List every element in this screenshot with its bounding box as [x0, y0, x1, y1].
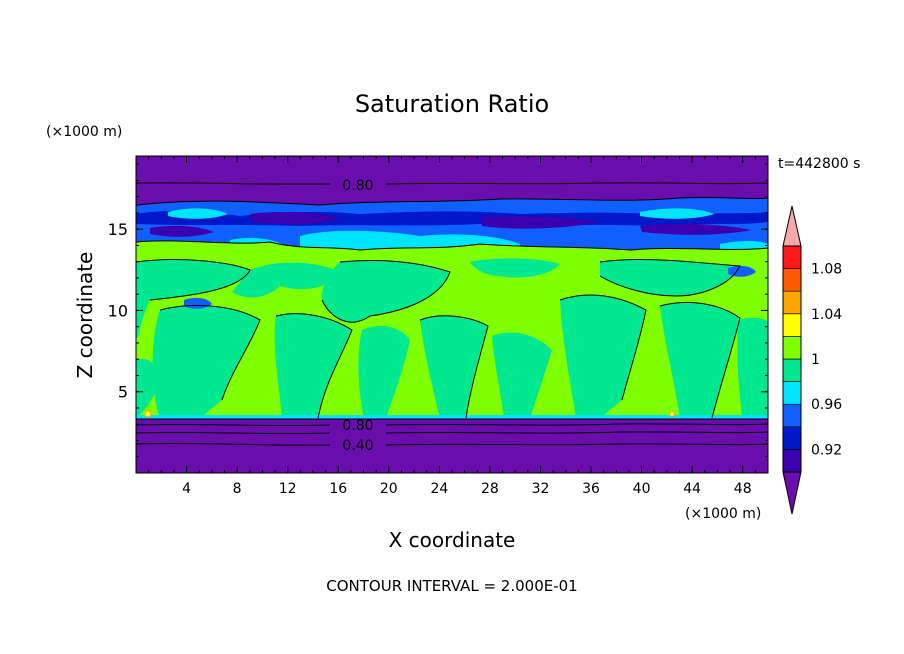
x-tick-label: 24: [430, 481, 448, 497]
upper-cyan-patches: [168, 208, 768, 254]
colorbar-tick-label: 0.96: [811, 397, 842, 413]
chart-title: Saturation Ratio: [355, 90, 549, 118]
contour-label-top: 0.80: [342, 178, 373, 194]
yellow-marker-left: [144, 410, 152, 418]
colorbar-tick-label: 1: [811, 352, 820, 368]
colorbar-tick-label: 1.04: [811, 307, 842, 323]
colorbar-tick-label: 0.92: [811, 442, 842, 458]
x-tick-label: 16: [329, 481, 347, 497]
y-axis-label: Z coordinate: [73, 252, 97, 379]
x-tick-label: 12: [279, 481, 297, 497]
contour-label-lower-1: 0.80: [342, 418, 373, 434]
lower-purple-band: [136, 419, 768, 473]
y-tick-label: 15: [108, 220, 128, 239]
contour-lines: [136, 182, 768, 446]
x-unit-label: (×1000 m): [685, 506, 761, 522]
yellow-marker-right: [669, 411, 675, 417]
x-axis-label: X coordinate: [389, 528, 516, 552]
colorbar: 1.08 1.04 1 0.96 0.92: [782, 205, 842, 515]
y-axis-ticks: 5 10 15: [108, 163, 768, 458]
x-tick-label: 36: [582, 481, 600, 497]
contour-interval-label: CONTOUR INTERVAL = 2.000E-01: [326, 577, 577, 595]
colorbar-band: [782, 290, 802, 315]
x-axis-ticks: 4 8 12 16 20 24 28 32 36 40 44 48: [148, 156, 756, 497]
teal-inclusions: [136, 258, 768, 418]
colorbar-band: [782, 268, 802, 292]
time-label: t=442800 s: [778, 156, 860, 172]
colorbar-tick-label: 1.08: [811, 262, 842, 278]
x-tick-label: 44: [683, 481, 701, 497]
x-tick-label: 40: [633, 481, 651, 497]
x-tick-label: 28: [481, 481, 499, 497]
colorbar-band: [782, 403, 802, 428]
colorbar-frame: [782, 245, 802, 473]
colorbar-over-triangle: [782, 205, 802, 247]
colorbar-under-triangle: [782, 471, 802, 515]
upper-violet-patches: [150, 211, 752, 237]
colorbar-band: [782, 245, 802, 269]
y-tick-label: 5: [118, 383, 128, 402]
colorbar-band: [782, 381, 802, 405]
colorbar-band: [782, 313, 802, 337]
colorbar-band: [782, 426, 802, 450]
x-tick-label: 32: [532, 481, 550, 497]
heatmap-field: [136, 156, 768, 473]
y-unit-label: (×1000 m): [46, 124, 122, 140]
colorbar-band: [782, 336, 802, 360]
contour-label-lower-2: 0.40: [342, 438, 373, 454]
x-tick-label: 20: [380, 481, 398, 497]
y-tick-label: 10: [108, 301, 128, 320]
lower-cyan-edge: [136, 415, 768, 419]
colorbar-band: [782, 449, 802, 473]
x-tick-label: 4: [182, 481, 191, 497]
x-tick-label: 48: [734, 481, 752, 497]
colorbar-band: [782, 358, 802, 382]
x-tick-label: 8: [233, 481, 242, 497]
